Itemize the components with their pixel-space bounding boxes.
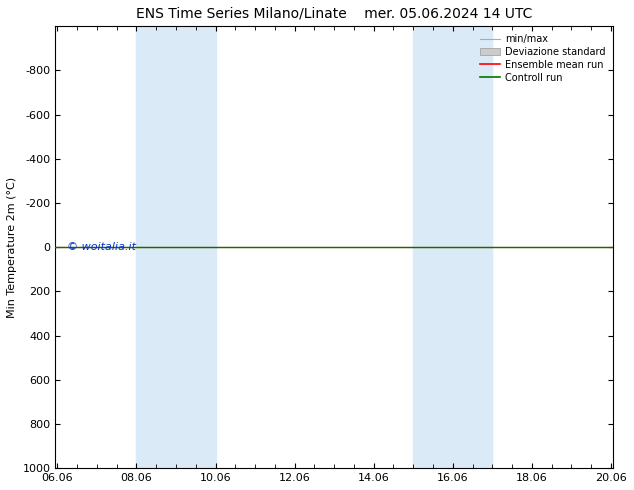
Y-axis label: Min Temperature 2m (°C): Min Temperature 2m (°C)	[7, 177, 17, 318]
Bar	[136, 26, 216, 468]
Legend: min/max, Deviazione standard, Ensemble mean run, Controll run: min/max, Deviazione standard, Ensemble m…	[477, 31, 608, 86]
Bar	[413, 26, 493, 468]
Title: ENS Time Series Milano/Linate    mer. 05.06.2024 14 UTC: ENS Time Series Milano/Linate mer. 05.06…	[136, 7, 533, 21]
Text: © woitalia.it: © woitalia.it	[67, 242, 136, 252]
